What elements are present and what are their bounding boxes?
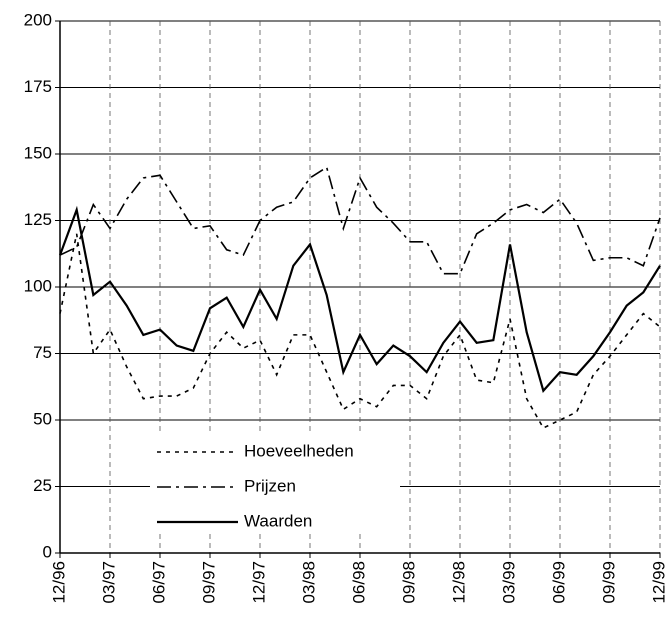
line-series [59,233,661,430]
y-tick-label: 0 [43,542,52,561]
legend: Hoeveelheden Prijzen Waarden [150,434,400,534]
x-tick-label: 12/96 [49,561,68,604]
x-tick-label: 06/97 [149,561,168,604]
y-tick-label: 75 [33,343,52,362]
y-tick-label: 125 [24,210,52,229]
legend-label: Prijzen [244,476,296,495]
x-tick-label: 03/98 [299,561,318,604]
x-tick-label: 09/97 [199,561,218,604]
x-tick-label: 09/98 [399,561,418,604]
y-tick-label: 25 [33,476,52,495]
legend-label: Waarden [244,511,312,530]
x-tick-label: 12/99 [649,561,666,604]
y-tick-label: 50 [33,409,52,428]
x-tick-label: 03/99 [499,561,518,604]
x-tick-label: 06/99 [549,561,568,604]
line-series [59,166,661,275]
x-tick-label: 06/98 [349,561,368,604]
x-tick-label: 12/98 [449,561,468,604]
x-tick-label: 09/99 [599,561,618,604]
legend-box [150,434,400,534]
y-tick-label: 100 [24,276,52,295]
y-tick-label: 200 [24,10,52,29]
x-tick-label: 12/97 [249,561,268,604]
y-tick-label: 150 [24,143,52,162]
legend-label: Hoeveelheden [244,441,354,460]
x-tick-label: 03/97 [99,561,118,604]
y-tick-label: 175 [24,77,52,96]
line-series [58,205,661,393]
